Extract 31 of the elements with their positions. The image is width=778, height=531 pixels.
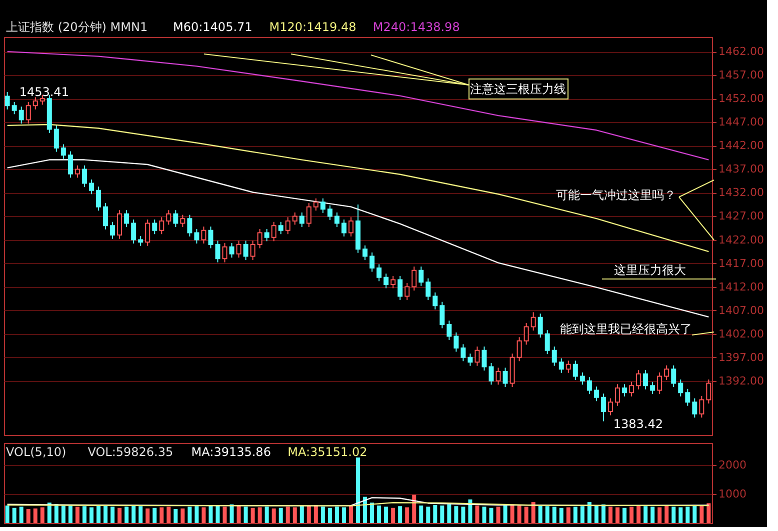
y-tick-label: 2000	[718, 458, 746, 472]
text: MA:35151.02	[288, 445, 368, 459]
y-tick-label: 1427.00	[718, 210, 764, 223]
y-tick-label: 1457.00	[718, 68, 764, 82]
text: M60:1405.71	[173, 20, 252, 34]
annotation: 这里压力很大	[614, 263, 686, 277]
y-tick-label: 1432.00	[718, 186, 764, 200]
text: MA:39135.86	[191, 445, 271, 459]
y-tick-label: 1447.00	[718, 116, 764, 129]
y-tick-label: 1437.00	[718, 162, 764, 176]
y-tick-label: 1402.00	[718, 327, 764, 340]
y-tick-label: 1000	[718, 487, 746, 500]
chart-title: VOL(5,10)	[6, 445, 66, 459]
y-tick-label: 1422.00	[718, 233, 764, 246]
annotation: 可能一气冲过这里吗？	[556, 188, 676, 202]
y-tick-label: 1417.00	[718, 256, 764, 270]
y-tick-label: 1452.00	[718, 92, 764, 106]
annotation: 1453.41	[19, 84, 69, 99]
y-tick-label: 1462.00	[718, 45, 764, 58]
y-tick-label: 1407.00	[718, 304, 764, 317]
annotation: 1383.42	[613, 417, 663, 431]
text: M240:1438.98	[372, 20, 460, 34]
text: M120:1419.48	[269, 20, 356, 34]
annotation: VOL:59826.35	[88, 445, 174, 459]
chart-title: 上证指数 (20分钟) MMN1	[6, 20, 148, 34]
y-tick-label: 1397.00	[718, 350, 764, 364]
y-tick-label: 1412.00	[718, 280, 764, 294]
y-tick-label: 1392.00	[718, 374, 764, 388]
annotation: 注意这三根压力线	[470, 82, 566, 96]
annotation: 能到这里我已经很高兴了	[560, 322, 692, 336]
y-tick-label: 1442.00	[718, 139, 764, 152]
